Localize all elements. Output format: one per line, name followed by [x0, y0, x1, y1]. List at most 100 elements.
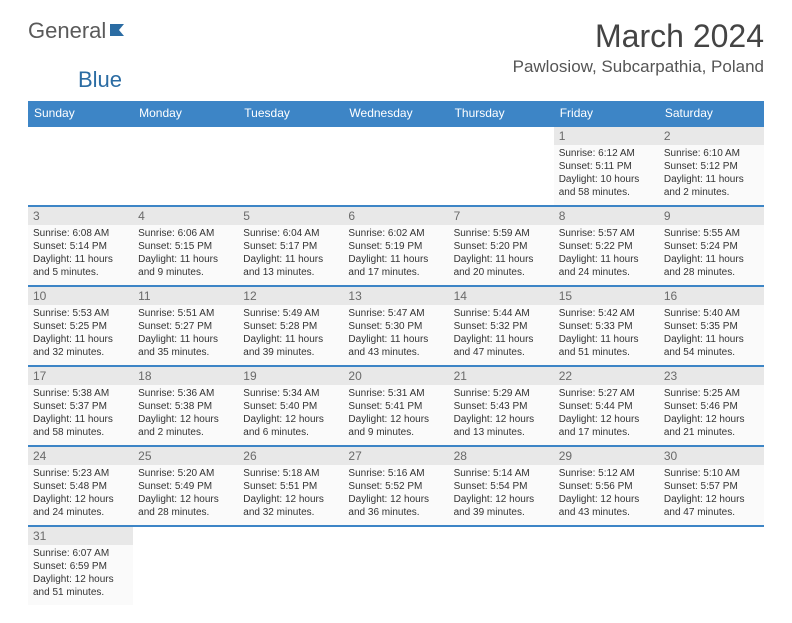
sunrise-text: Sunrise: 5:31 AM	[348, 387, 443, 400]
sunrise-text: Sunrise: 5:47 AM	[348, 307, 443, 320]
day-number: 10	[28, 287, 133, 305]
sunrise-text: Sunrise: 6:06 AM	[138, 227, 233, 240]
day-info: Sunrise: 5:42 AMSunset: 5:33 PMDaylight:…	[559, 307, 654, 359]
sunrise-text: Sunrise: 5:53 AM	[33, 307, 128, 320]
daylight-text: Daylight: 11 hours and 35 minutes.	[138, 333, 233, 359]
daylight-text: Daylight: 11 hours and 13 minutes.	[243, 253, 338, 279]
calendar-week: 31Sunrise: 6:07 AMSunset: 6:59 PMDayligh…	[28, 526, 764, 605]
daylight-text: Daylight: 11 hours and 32 minutes.	[33, 333, 128, 359]
sunrise-text: Sunrise: 5:10 AM	[664, 467, 759, 480]
day-number: 1	[554, 127, 659, 145]
sunset-text: Sunset: 5:22 PM	[559, 240, 654, 253]
day-info: Sunrise: 5:47 AMSunset: 5:30 PMDaylight:…	[348, 307, 443, 359]
empty-cell	[133, 126, 238, 206]
day-cell: 4Sunrise: 6:06 AMSunset: 5:15 PMDaylight…	[133, 206, 238, 286]
day-info: Sunrise: 5:44 AMSunset: 5:32 PMDaylight:…	[454, 307, 549, 359]
sunrise-text: Sunrise: 5:18 AM	[243, 467, 338, 480]
day-info: Sunrise: 6:06 AMSunset: 5:15 PMDaylight:…	[138, 227, 233, 279]
sunrise-text: Sunrise: 5:20 AM	[138, 467, 233, 480]
day-info: Sunrise: 5:12 AMSunset: 5:56 PMDaylight:…	[559, 467, 654, 519]
daylight-text: Daylight: 12 hours and 32 minutes.	[243, 493, 338, 519]
day-info: Sunrise: 5:51 AMSunset: 5:27 PMDaylight:…	[138, 307, 233, 359]
month-title: March 2024	[513, 18, 764, 55]
day-info: Sunrise: 5:10 AMSunset: 5:57 PMDaylight:…	[664, 467, 759, 519]
day-cell: 24Sunrise: 5:23 AMSunset: 5:48 PMDayligh…	[28, 446, 133, 526]
day-info: Sunrise: 5:59 AMSunset: 5:20 PMDaylight:…	[454, 227, 549, 279]
sunset-text: Sunset: 5:35 PM	[664, 320, 759, 333]
sunrise-text: Sunrise: 5:51 AM	[138, 307, 233, 320]
sunset-text: Sunset: 5:12 PM	[664, 160, 759, 173]
empty-cell	[343, 526, 448, 605]
empty-cell	[28, 126, 133, 206]
day-info: Sunrise: 5:14 AMSunset: 5:54 PMDaylight:…	[454, 467, 549, 519]
day-number: 25	[133, 447, 238, 465]
daylight-text: Daylight: 11 hours and 54 minutes.	[664, 333, 759, 359]
day-info: Sunrise: 6:07 AMSunset: 6:59 PMDaylight:…	[33, 547, 128, 599]
day-cell: 7Sunrise: 5:59 AMSunset: 5:20 PMDaylight…	[449, 206, 554, 286]
daylight-text: Daylight: 11 hours and 24 minutes.	[559, 253, 654, 279]
daylight-text: Daylight: 11 hours and 51 minutes.	[559, 333, 654, 359]
day-info: Sunrise: 5:57 AMSunset: 5:22 PMDaylight:…	[559, 227, 654, 279]
sunset-text: Sunset: 5:11 PM	[559, 160, 654, 173]
daylight-text: Daylight: 12 hours and 6 minutes.	[243, 413, 338, 439]
daylight-text: Daylight: 11 hours and 28 minutes.	[664, 253, 759, 279]
sunset-text: Sunset: 5:38 PM	[138, 400, 233, 413]
daylight-text: Daylight: 11 hours and 2 minutes.	[664, 173, 759, 199]
day-info: Sunrise: 5:55 AMSunset: 5:24 PMDaylight:…	[664, 227, 759, 279]
day-number: 27	[343, 447, 448, 465]
day-cell: 29Sunrise: 5:12 AMSunset: 5:56 PMDayligh…	[554, 446, 659, 526]
day-cell: 28 Sunrise: 5:14 AMSunset: 5:54 PMDayligh…	[449, 446, 554, 526]
sunset-text: Sunset: 5:14 PM	[33, 240, 128, 253]
daylight-text: Daylight: 12 hours and 2 minutes.	[138, 413, 233, 439]
daylight-text: Daylight: 11 hours and 43 minutes.	[348, 333, 443, 359]
sunrise-text: Sunrise: 6:10 AM	[664, 147, 759, 160]
daylight-text: Daylight: 12 hours and 21 minutes.	[664, 413, 759, 439]
day-header-wednesday: Wednesday	[343, 101, 448, 126]
day-cell: 14 Sunrise: 5:44 AMSunset: 5:32 PMDayligh…	[449, 286, 554, 366]
calendar-table: SundayMondayTuesdayWednesdayThursdayFrid…	[28, 101, 764, 605]
day-header-friday: Friday	[554, 101, 659, 126]
daylight-text: Daylight: 11 hours and 39 minutes.	[243, 333, 338, 359]
sunrise-text: Sunrise: 5:36 AM	[138, 387, 233, 400]
sunset-text: Sunset: 5:54 PM	[454, 480, 549, 493]
day-cell: 17Sunrise: 5:38 AMSunset: 5:37 PMDayligh…	[28, 366, 133, 446]
sunrise-text: Sunrise: 5:42 AM	[559, 307, 654, 320]
day-info: Sunrise: 5:16 AMSunset: 5:52 PMDaylight:…	[348, 467, 443, 519]
day-info: Sunrise: 5:36 AMSunset: 5:38 PMDaylight:…	[138, 387, 233, 439]
daylight-text: Daylight: 12 hours and 43 minutes.	[559, 493, 654, 519]
sunset-text: Sunset: 5:30 PM	[348, 320, 443, 333]
daylight-text: Daylight: 10 hours and 58 minutes.	[559, 173, 654, 199]
day-number: 12	[238, 287, 343, 305]
day-info: Sunrise: 5:34 AMSunset: 5:40 PMDaylight:…	[243, 387, 338, 439]
day-number: 16	[659, 287, 764, 305]
calendar-week: 17Sunrise: 5:38 AMSunset: 5:37 PMDayligh…	[28, 366, 764, 446]
day-info: Sunrise: 6:12 AMSunset: 5:11 PMDaylight:…	[559, 147, 654, 199]
empty-cell	[343, 126, 448, 206]
sunset-text: Sunset: 5:46 PM	[664, 400, 759, 413]
title-block: March 2024 Pawlosiow, Subcarpathia, Pola…	[513, 18, 764, 77]
empty-cell	[238, 526, 343, 605]
location-text: Pawlosiow, Subcarpathia, Poland	[513, 57, 764, 77]
day-number: 14	[449, 287, 554, 305]
daylight-text: Daylight: 12 hours and 9 minutes.	[348, 413, 443, 439]
day-cell: 2Sunrise: 6:10 AMSunset: 5:12 PMDaylight…	[659, 126, 764, 206]
sunset-text: Sunset: 5:56 PM	[559, 480, 654, 493]
sunset-text: Sunset: 5:40 PM	[243, 400, 338, 413]
logo-text-blue: Blue	[78, 67, 122, 92]
day-header-thursday: Thursday	[449, 101, 554, 126]
day-number: 19	[238, 367, 343, 385]
empty-cell	[238, 126, 343, 206]
day-cell: 26Sunrise: 5:18 AMSunset: 5:51 PMDayligh…	[238, 446, 343, 526]
day-number: 9	[659, 207, 764, 225]
day-header-tuesday: Tuesday	[238, 101, 343, 126]
day-number: 28	[449, 447, 554, 465]
day-cell: 13Sunrise: 5:47 AMSunset: 5:30 PMDayligh…	[343, 286, 448, 366]
day-cell: 22Sunrise: 5:27 AMSunset: 5:44 PMDayligh…	[554, 366, 659, 446]
day-cell: 31Sunrise: 6:07 AMSunset: 6:59 PMDayligh…	[28, 526, 133, 605]
day-number: 23	[659, 367, 764, 385]
day-info: Sunrise: 5:49 AMSunset: 5:28 PMDaylight:…	[243, 307, 338, 359]
day-cell: 19 Sunrise: 5:34 AMSunset: 5:40 PMDayligh…	[238, 366, 343, 446]
daylight-text: Daylight: 11 hours and 58 minutes.	[33, 413, 128, 439]
sunset-text: Sunset: 5:57 PM	[664, 480, 759, 493]
sunrise-text: Sunrise: 6:12 AM	[559, 147, 654, 160]
